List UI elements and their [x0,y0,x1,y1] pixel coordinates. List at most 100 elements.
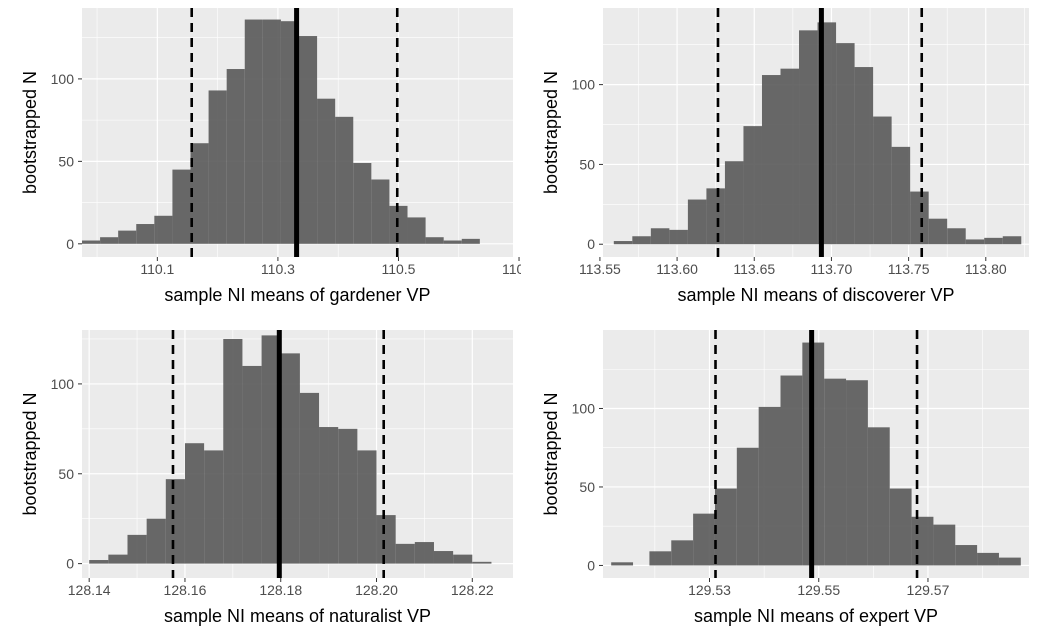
x-tick-label: 113.55 [579,261,621,277]
histogram-bar [889,488,912,566]
histogram-bar [261,335,281,564]
y-axis-title: bootstrapped N [541,71,561,194]
x-axis-title: sample NI means of expert VP [694,606,938,626]
histogram-bar [780,68,800,245]
y-axis-title: bootstrapped N [20,392,40,515]
histogram-bar [357,450,377,564]
y-tick-label: 0 [66,556,74,572]
y-tick-label: 50 [58,153,74,169]
histogram-bar [299,36,318,244]
x-tick-label: 129.53 [688,582,731,598]
histogram-bar [854,67,874,245]
histogram-bar [244,19,263,244]
histogram-bar [338,428,358,564]
histogram-bar [836,43,855,245]
histogram-bar [669,229,688,245]
histogram-bar [724,161,744,245]
histogram-bars [613,22,1022,245]
chart-svg: 110.1 110.3 110.5 110.7 0 50 100 sample NI mean… [20,8,536,305]
x-axis-title: sample NI means of gardener VP [164,285,430,305]
histogram-bar [867,427,890,566]
y-tick-label: 100 [572,400,596,416]
x-tick-label: 110.5 [381,261,415,277]
histogram-bar [319,427,339,564]
histogram-bar [165,479,185,564]
histogram-bar [611,562,634,566]
y-tick-label: 100 [51,376,75,392]
histogram-bar [208,90,227,244]
histogram-bar [353,163,372,244]
chart-svg: 129.53 129.55 129.57 0 50 100 sample NI means … [541,330,1029,626]
x-axis-title: sample NI means of naturalist VP [164,606,431,626]
histogram-bar [687,199,707,245]
x-tick-label: 113.65 [733,261,775,277]
histogram-bar [933,524,956,566]
histogram-bar [184,443,205,564]
histogram-bar [613,241,633,245]
x-tick-label: 128.14 [68,582,111,598]
x-tick-label: 110.7 [502,261,521,277]
histogram-bar [743,126,762,245]
histogram-bar [82,240,101,244]
histogram-bar [873,116,892,245]
x-tick-label: 128.18 [259,582,302,598]
y-tick-label: 100 [51,71,75,87]
x-tick-label: 128.20 [355,582,398,598]
y-tick-label: 0 [66,236,74,252]
histogram-bar [108,554,128,564]
histogram-bar [824,378,847,566]
y-tick-label: 50 [579,156,595,172]
histogram-bar [761,75,781,245]
histogram-bar [226,69,245,244]
histogram-bar [395,543,415,564]
histogram-bar [443,240,462,244]
y-tick-label: 100 [572,77,596,93]
histogram-bar [89,560,109,564]
histogram-bar [371,179,390,244]
y-tick-label: 0 [587,236,595,252]
histogram-bar [223,338,243,564]
y-axis-title: bootstrapped N [541,392,561,515]
histogram-bar [127,534,147,564]
histogram-bar [100,237,119,244]
histogram-bar [977,552,999,566]
histogram-bar [335,116,354,244]
histogram-bar [649,551,672,566]
x-tick-label: 128.16 [164,582,207,598]
histogram-bar [146,518,166,564]
histogram-bar [965,239,985,245]
histogram-bar [407,217,426,244]
histogram-bar [299,392,320,564]
histogram-bar [928,218,948,245]
histogram-bars [89,335,492,564]
histogram-bar [118,230,137,244]
y-tick-label: 50 [58,466,74,482]
histogram-bar [280,353,300,564]
histogram-bars [611,342,1021,566]
histogram-bar [758,406,781,566]
histogram-bar [190,143,209,244]
histogram-bar [706,188,725,245]
x-tick-label: 128.22 [451,582,494,598]
histogram-bar [671,540,694,566]
histogram-bar [780,375,803,566]
histogram-bar [911,516,934,566]
histogram-bar [947,228,966,245]
histogram-bar [136,224,155,244]
histogram-bar [172,169,191,244]
x-tick-label: 113.80 [965,261,1007,277]
histogram-bar [453,554,473,564]
x-tick-label: 113.75 [888,261,930,277]
histogram-bar [376,515,396,564]
histogram-bar [242,365,262,564]
histogram-bar [891,146,911,245]
chart-svg: 128.14 128.16 128.18 128.20 128.22 0 50 100 samp… [20,330,513,626]
histogram-panel-gardener: 110.1 110.3 110.5 110.7 0 50 100 sample NI mean… [0,0,536,323]
x-tick-label: 129.57 [907,582,950,598]
histogram-bar [262,19,281,244]
histogram-bar [414,542,434,564]
x-tick-label: 113.70 [811,261,853,277]
histogram-bar [154,215,173,244]
y-tick-label: 0 [587,557,595,573]
histogram-bar [984,237,1003,245]
